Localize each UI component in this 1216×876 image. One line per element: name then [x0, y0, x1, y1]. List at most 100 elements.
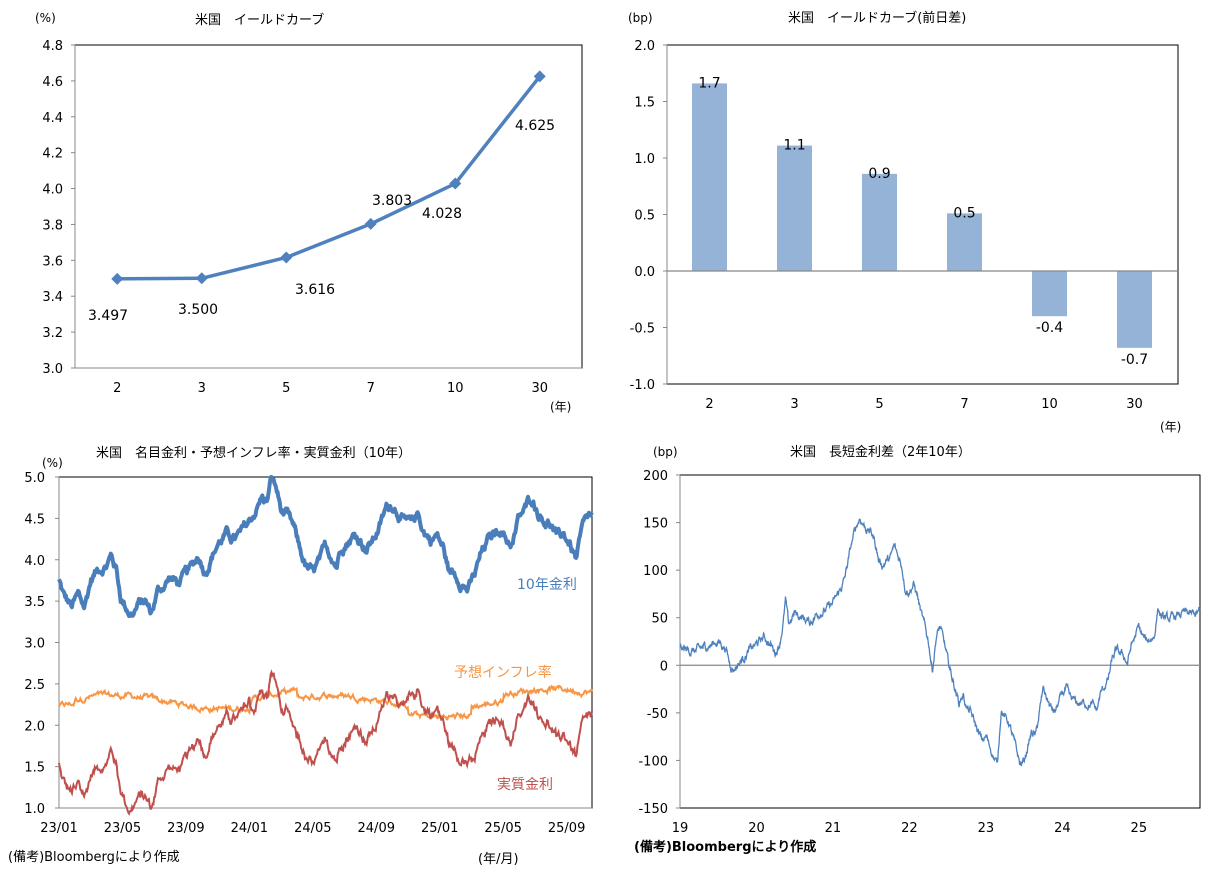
rates-y-unit: (%) — [42, 456, 63, 470]
x-tick-label: 24 — [1054, 821, 1071, 836]
yield-curve-plot-frame — [74, 44, 583, 369]
spread-y-unit: (bp) — [653, 445, 678, 459]
yield-curve-line — [117, 75, 542, 281]
data-label: 0.5 — [953, 205, 975, 221]
y-tick-label: 2.5 — [24, 678, 45, 693]
yield-curve-change-chart: (bp) 米国 イールドカーブ(前日差) -1.0 -0.5 0.0 0.5 1.0 1.… — [628, 10, 1181, 434]
y-tick-label: 2.0 — [634, 39, 655, 54]
y-tick-label: 4.6 — [42, 75, 63, 90]
x-tick-label: 5 — [282, 381, 290, 396]
y-tick-label: 4.5 — [24, 512, 45, 527]
y-tick-label: 150 — [643, 517, 668, 532]
data-label: 3.497 — [88, 308, 128, 324]
x-tick-label: 23 — [978, 821, 995, 836]
spread-source-note: (備考)Bloombergにより作成 — [634, 839, 816, 855]
data-point-marker — [195, 272, 208, 285]
data-point-marker — [364, 217, 377, 230]
legend-real-rate: 実質金利 — [497, 777, 553, 793]
rates-x-unit: (年/月) — [478, 852, 519, 867]
data-label: 1.7 — [698, 75, 720, 91]
y-tick-label: -100 — [638, 754, 668, 769]
spread-2s10s-chart: (bp) 米国 長短金利差（2年10年） -150 -100 -50 0 50 100 15… — [634, 444, 1201, 855]
yield-curve-x-unit: (年) — [550, 400, 571, 414]
data-label: -0.7 — [1121, 352, 1148, 368]
y-tick-label: 3.6 — [42, 254, 63, 269]
x-tick-label: 24/01 — [231, 821, 268, 836]
y-tick-label: 1.5 — [634, 96, 655, 111]
x-tick-label: 23/09 — [167, 821, 204, 836]
legend-breakeven-inflation: 予想インフレ率 — [454, 664, 552, 681]
data-label: 3.803 — [372, 193, 412, 209]
x-tick-label: 2 — [113, 381, 121, 396]
yield-curve-y-unit: (%) — [35, 11, 56, 25]
yield-change-title: 米国 イールドカーブ(前日差) — [788, 10, 966, 26]
x-tick-label: 7 — [960, 397, 968, 412]
bar — [947, 213, 982, 271]
x-tick-label: 24/05 — [294, 821, 331, 836]
bar — [777, 145, 812, 271]
x-tick-label: 25 — [1131, 821, 1148, 836]
data-label: -0.4 — [1036, 320, 1063, 336]
y-tick-label: 0.5 — [634, 209, 655, 224]
yield-change-y-unit: (bp) — [628, 11, 653, 25]
spread-line — [679, 518, 1201, 767]
y-tick-label: -50 — [647, 707, 668, 722]
nominal-10y-line — [57, 475, 594, 619]
data-label: 1.1 — [783, 138, 805, 154]
bar — [1032, 271, 1067, 317]
x-tick-label: 24/09 — [358, 821, 395, 836]
x-tick-label: 7 — [367, 381, 375, 396]
y-tick-label: 2.0 — [24, 719, 45, 734]
x-tick-label: 5 — [875, 397, 883, 412]
rates-plot-frame — [58, 476, 593, 809]
data-label: 0.9 — [868, 166, 890, 182]
y-tick-label: 3.0 — [42, 362, 63, 377]
y-tick-label: 1.0 — [634, 152, 655, 167]
x-tick-label: 25/01 — [421, 821, 458, 836]
x-tick-label: 21 — [825, 821, 842, 836]
data-point-marker — [449, 177, 462, 190]
y-tick-label: 4.4 — [42, 111, 63, 126]
y-tick-label: 4.0 — [42, 183, 63, 198]
x-tick-label: 30 — [531, 381, 548, 396]
y-tick-label: 4.8 — [42, 39, 63, 54]
y-tick-label: 0.0 — [634, 265, 655, 280]
x-tick-label: 10 — [447, 381, 464, 396]
y-tick-label: 3.8 — [42, 218, 63, 233]
y-tick-label: 200 — [643, 469, 668, 484]
x-tick-label: 3 — [198, 381, 206, 396]
y-tick-label: 3.2 — [42, 326, 63, 341]
x-tick-label: 23/05 — [104, 821, 141, 836]
yield-change-x-unit: (年) — [1160, 420, 1181, 434]
data-point-marker — [111, 272, 124, 285]
y-tick-label: 50 — [651, 612, 668, 627]
x-tick-label: 30 — [1126, 397, 1143, 412]
x-tick-label: 20 — [748, 821, 765, 836]
data-point-marker — [533, 70, 546, 83]
x-tick-label: 25/05 — [484, 821, 521, 836]
y-tick-label: 3.4 — [42, 290, 63, 305]
x-tick-label: 23/01 — [40, 821, 77, 836]
y-tick-label: 4.2 — [42, 147, 63, 162]
spread-title: 米国 長短金利差（2年10年） — [790, 444, 971, 460]
y-tick-label: 3.0 — [24, 637, 45, 652]
y-tick-label: 3.5 — [24, 595, 45, 610]
data-label: 4.028 — [422, 206, 462, 222]
x-tick-label: 22 — [901, 821, 918, 836]
real-rate-line — [58, 669, 593, 816]
x-tick-label: 25/09 — [548, 821, 585, 836]
y-tick-label: 4.0 — [24, 554, 45, 569]
x-tick-label: 2 — [705, 397, 713, 412]
rates-source-note: (備考)Bloombergにより作成 — [8, 849, 180, 865]
bar — [692, 83, 727, 271]
y-tick-label: 0 — [660, 659, 668, 674]
x-tick-label: 19 — [672, 821, 689, 836]
data-label: 3.500 — [178, 302, 218, 318]
bar — [862, 173, 897, 271]
bar — [1117, 271, 1152, 348]
data-label: 3.616 — [295, 282, 335, 298]
y-tick-label: 5.0 — [24, 471, 45, 486]
yield-curve-chart: (%) 米国 イールドカーブ 3.0 3.2 3.4 3.6 3.8 4.0 4.2 4.4 4… — [35, 11, 583, 414]
breakeven-inflation-line — [58, 684, 593, 721]
